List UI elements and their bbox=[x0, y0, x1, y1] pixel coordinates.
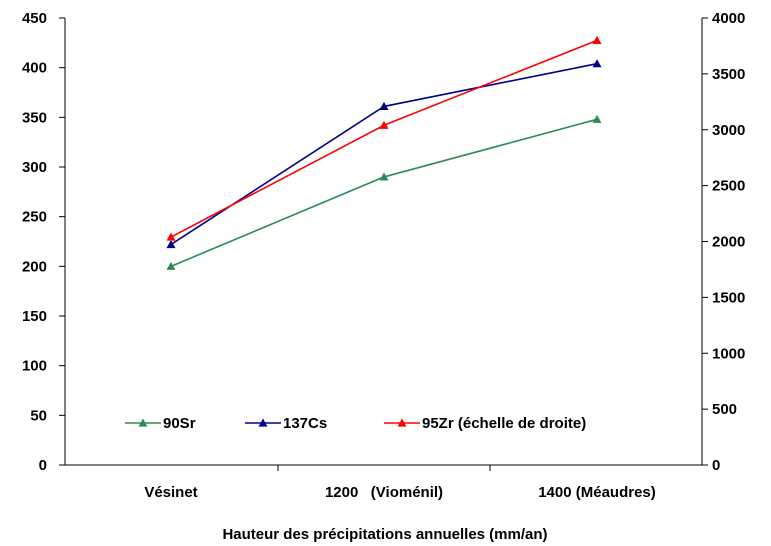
left-tick-label: 0 bbox=[39, 457, 47, 474]
series-line bbox=[170, 39, 598, 238]
series-line bbox=[170, 118, 598, 268]
category-label: 1400 (Méaudres) bbox=[538, 484, 656, 501]
right-tick-label: 2000 bbox=[712, 234, 745, 251]
data-point-marker bbox=[166, 239, 176, 249]
legend-label: 137Cs bbox=[283, 415, 327, 432]
right-tick-label: 4000 bbox=[712, 10, 745, 27]
left-tick-label: 350 bbox=[22, 109, 47, 126]
left-tick-label: 300 bbox=[22, 159, 47, 176]
left-tick-label: 50 bbox=[30, 407, 47, 424]
legend-label: 95Zr (échelle de droite) bbox=[422, 415, 586, 432]
left-tick-label: 100 bbox=[22, 358, 47, 375]
data-point-marker bbox=[379, 101, 389, 111]
right-tick-label: 2500 bbox=[712, 178, 745, 195]
right-tick-label: 1000 bbox=[712, 345, 745, 362]
data-point-marker bbox=[379, 172, 389, 181]
series-lines bbox=[166, 35, 602, 270]
legend-marker bbox=[258, 418, 268, 427]
right-tick-label: 3500 bbox=[712, 66, 745, 83]
category-labels: Vésinet 1200 (Vioménil) 1400 (Méaudres) bbox=[144, 484, 655, 501]
data-point-marker bbox=[592, 114, 602, 123]
right-tick-label: 3000 bbox=[712, 122, 745, 139]
legend: 90Sr 137Cs 95Zr (échelle de droite) bbox=[125, 415, 586, 432]
right-tick-label: 500 bbox=[712, 401, 737, 418]
left-tick-label: 150 bbox=[22, 308, 47, 325]
left-tick-label: 400 bbox=[22, 60, 47, 77]
left-axis-ticks: 0 50 100 150 200 250 300 350 400 450 bbox=[22, 10, 65, 474]
right-tick-label: 1500 bbox=[712, 289, 745, 306]
right-axis-ticks: 0 500 1000 1500 2000 2500 3000 3500 4000 bbox=[702, 10, 745, 474]
left-tick-label: 250 bbox=[22, 209, 47, 226]
legend-marker bbox=[138, 418, 148, 427]
data-point-marker bbox=[166, 232, 176, 241]
axes bbox=[64, 18, 703, 471]
category-label: Vésinet bbox=[144, 484, 197, 501]
legend-marker bbox=[397, 418, 407, 427]
data-point-marker bbox=[592, 59, 602, 68]
left-tick-label: 450 bbox=[22, 10, 47, 27]
data-point-marker bbox=[592, 35, 602, 44]
x-axis-label: Hauteur des précipitations annuelles (mm… bbox=[222, 526, 547, 543]
data-point-marker bbox=[379, 120, 389, 129]
left-tick-label: 200 bbox=[22, 258, 47, 275]
series-line bbox=[170, 62, 598, 246]
data-point-marker bbox=[166, 261, 176, 270]
right-tick-label: 0 bbox=[712, 457, 720, 474]
category-label: 1200 (Vioménil) bbox=[325, 484, 443, 501]
legend-label: 90Sr bbox=[163, 415, 196, 432]
